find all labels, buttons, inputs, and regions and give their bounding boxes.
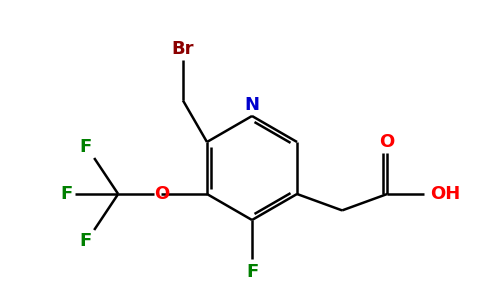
Text: Br: Br xyxy=(172,40,194,58)
Text: F: F xyxy=(60,185,73,203)
Text: F: F xyxy=(246,263,258,281)
Text: F: F xyxy=(79,232,91,250)
Text: F: F xyxy=(79,138,91,156)
Text: N: N xyxy=(244,96,259,114)
Text: O: O xyxy=(154,185,169,203)
Text: OH: OH xyxy=(430,185,460,203)
Text: O: O xyxy=(379,133,395,151)
